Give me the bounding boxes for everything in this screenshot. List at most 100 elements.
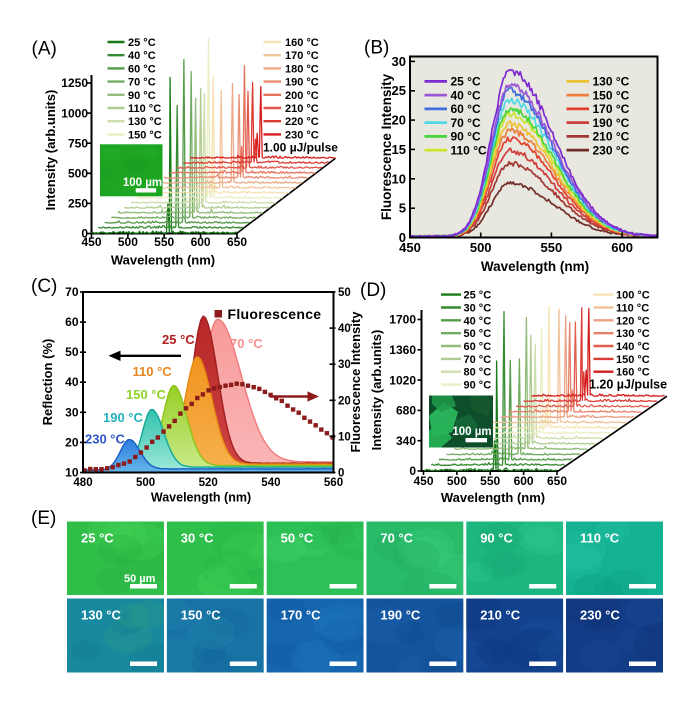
svg-text:0: 0 — [81, 227, 88, 241]
svg-text:Wavelength (nm): Wavelength (nm) — [441, 490, 545, 505]
svg-text:90 °C: 90 °C — [480, 531, 513, 546]
svg-text:70 °C: 70 °C — [464, 354, 492, 366]
svg-text:110 °C: 110 °C — [580, 531, 620, 546]
svg-text:70 °C: 70 °C — [128, 77, 156, 89]
svg-text:230 °C: 230 °C — [593, 143, 630, 157]
svg-text:210 °C: 210 °C — [285, 103, 319, 115]
svg-text:40: 40 — [338, 323, 351, 335]
svg-text:230 °C: 230 °C — [285, 129, 319, 141]
svg-text:500: 500 — [68, 167, 88, 181]
svg-text:30: 30 — [338, 359, 351, 371]
svg-text:450: 450 — [413, 474, 433, 488]
svg-text:Intensity (arb.units): Intensity (arb.units) — [43, 90, 58, 211]
svg-text:220 °C: 220 °C — [285, 116, 319, 128]
svg-text:20: 20 — [392, 113, 406, 128]
svg-text:150 °C: 150 °C — [616, 354, 650, 366]
svg-text:25 °C: 25 °C — [162, 332, 195, 347]
svg-text:540: 540 — [261, 477, 280, 489]
svg-text:650: 650 — [227, 235, 247, 249]
svg-text:170 °C: 170 °C — [281, 608, 322, 623]
svg-text:500: 500 — [447, 474, 467, 488]
svg-text:60 °C: 60 °C — [451, 102, 481, 116]
svg-text:160 °C: 160 °C — [616, 367, 650, 379]
svg-text:60: 60 — [65, 315, 79, 329]
svg-text:50: 50 — [65, 345, 79, 359]
svg-text:Fluorescence Intensity: Fluorescence Intensity — [379, 73, 394, 220]
svg-text:25 °C: 25 °C — [451, 75, 481, 89]
svg-text:130 °C: 130 °C — [128, 116, 162, 128]
svg-text:600: 600 — [611, 240, 633, 255]
svg-text:550: 550 — [154, 235, 174, 249]
svg-text:0: 0 — [338, 468, 344, 480]
svg-text:170 °C: 170 °C — [593, 102, 630, 116]
svg-text:200 °C: 200 °C — [285, 90, 319, 102]
svg-text:140 °C: 140 °C — [616, 341, 650, 353]
svg-text:480: 480 — [73, 477, 92, 489]
svg-text:100 µm: 100 µm — [123, 177, 162, 189]
svg-text:150 °C: 150 °C — [128, 129, 162, 141]
svg-text:100 µm: 100 µm — [452, 426, 491, 438]
svg-text:20: 20 — [338, 395, 351, 407]
svg-text:230 °C: 230 °C — [85, 432, 126, 447]
svg-text:(D): (D) — [360, 280, 386, 301]
svg-text:550: 550 — [541, 240, 563, 255]
svg-text:60 °C: 60 °C — [464, 341, 492, 353]
svg-text:680: 680 — [396, 404, 416, 418]
svg-text:600: 600 — [191, 235, 211, 249]
svg-text:500: 500 — [118, 235, 138, 249]
svg-text:1250: 1250 — [61, 76, 88, 90]
svg-text:Wavelength (nm): Wavelength (nm) — [151, 491, 251, 505]
svg-text:Intensity (arb.units): Intensity (arb.units) — [369, 330, 384, 451]
svg-text:550: 550 — [480, 474, 500, 488]
svg-text:30: 30 — [392, 54, 406, 69]
svg-text:500: 500 — [470, 240, 492, 255]
svg-text:25 °C: 25 °C — [81, 531, 114, 546]
svg-text:40 °C: 40 °C — [464, 315, 492, 327]
svg-text:25 °C: 25 °C — [128, 37, 156, 49]
svg-text:70 °C: 70 °C — [451, 116, 481, 130]
svg-text:(E): (E) — [31, 508, 56, 529]
svg-text:230 °C: 230 °C — [580, 608, 621, 623]
svg-text:1360: 1360 — [389, 343, 416, 357]
svg-text:190 °C: 190 °C — [103, 410, 144, 425]
svg-text:1000: 1000 — [61, 106, 88, 120]
svg-text:1.20 µJ/pulse: 1.20 µJ/pulse — [589, 378, 667, 392]
svg-text:650: 650 — [547, 474, 567, 488]
svg-text:130 °C: 130 °C — [81, 608, 122, 623]
svg-text:50 °C: 50 °C — [464, 328, 492, 340]
svg-text:30 °C: 30 °C — [181, 531, 214, 546]
svg-text:180 °C: 180 °C — [285, 63, 319, 75]
svg-text:130 °C: 130 °C — [593, 75, 630, 89]
svg-text:600: 600 — [514, 474, 534, 488]
svg-text:20: 20 — [65, 435, 79, 449]
svg-text:(B): (B) — [364, 38, 389, 59]
svg-text:50 µm: 50 µm — [124, 573, 156, 585]
svg-text:250: 250 — [68, 197, 88, 211]
svg-text:80 °C: 80 °C — [464, 367, 492, 379]
svg-text:Wavelength (nm): Wavelength (nm) — [481, 259, 589, 274]
svg-text:130 °C: 130 °C — [616, 328, 650, 340]
svg-text:30: 30 — [65, 405, 79, 419]
svg-text:500: 500 — [136, 477, 155, 489]
svg-text:190 °C: 190 °C — [593, 116, 630, 130]
svg-text:120 °C: 120 °C — [616, 315, 650, 327]
svg-text:450: 450 — [399, 240, 421, 255]
svg-text:40: 40 — [65, 375, 79, 389]
svg-text:190 °C: 190 °C — [285, 77, 319, 89]
svg-text:110 °C: 110 °C — [616, 303, 649, 315]
svg-text:170 °C: 170 °C — [285, 50, 319, 62]
svg-text:560: 560 — [324, 477, 343, 489]
svg-text:0: 0 — [409, 464, 416, 478]
svg-text:40 °C: 40 °C — [451, 88, 481, 102]
svg-text:150 °C: 150 °C — [593, 88, 630, 102]
svg-text:520: 520 — [199, 477, 218, 489]
svg-text:1020: 1020 — [389, 373, 416, 387]
svg-text:10: 10 — [392, 171, 406, 186]
svg-text:90 °C: 90 °C — [464, 380, 492, 392]
svg-text:10: 10 — [338, 431, 351, 443]
svg-text:60 °C: 60 °C — [128, 63, 156, 75]
svg-text:150 °C: 150 °C — [181, 608, 222, 623]
svg-text:Wavelength (nm): Wavelength (nm) — [111, 253, 215, 268]
svg-text:110 °C: 110 °C — [133, 364, 173, 379]
svg-text:5: 5 — [399, 201, 406, 216]
